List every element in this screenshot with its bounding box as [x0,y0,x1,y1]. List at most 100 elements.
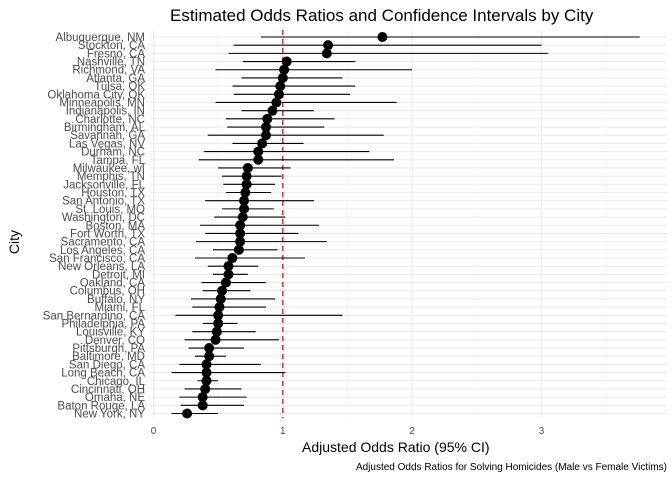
y-tick-label: Denver, CO [85,335,145,347]
data-point [321,48,332,59]
data-point [277,72,288,83]
y-tick-label: San Antonio, TX [62,196,145,208]
data-point [262,113,273,124]
y-tick-label: San Francisco, CA [49,253,145,265]
y-tick-label: Stockton, CA [78,40,145,52]
y-tick-label: Minneapolis, MN [59,97,145,109]
y-tick-label: Albuquerque, NM [56,32,146,44]
data-point [253,146,264,157]
data-point [213,318,224,329]
y-tick-label: Las Vegas, NV [69,138,145,150]
y-tick-label: Milwaukee, wI [73,163,145,175]
data-point [227,252,238,263]
data-point [217,285,228,296]
data-point [237,212,248,223]
data-points [182,32,388,419]
data-point [267,105,278,116]
data-point [220,277,231,288]
y-tick-label: Fresno, CA [87,48,145,60]
data-point [197,392,208,403]
y-tick-label: Birmingham, AL [64,122,146,134]
data-point [241,179,252,190]
chart-caption: Adjusted Odds Ratios for Solving Homicid… [356,462,667,473]
y-tick-label: Baltimore, MD [72,351,145,363]
y-tick-label: Columbus, OH [70,286,145,298]
y-tick-label: Atlanta, GA [86,73,145,85]
y-tick-label: Omaha, NE [85,392,145,404]
data-point [240,187,251,198]
y-tick-label: Oklahoma City, OK [47,89,145,101]
data-point [239,203,250,214]
data-point [223,269,234,280]
data-point [182,408,193,419]
data-point [235,236,246,247]
y-tick-label: Tampa, FL [91,155,146,167]
y-tick-label: San Bernardino, CA [43,310,146,322]
data-point [253,154,264,165]
y-tick-label: Nashville, TN [77,57,145,69]
data-point [279,64,290,75]
data-point [271,97,282,108]
y-tick-label: Long Beach, CA [61,368,145,380]
data-point [235,220,246,231]
y-tick-label: Pittsburgh, PA [72,343,145,355]
data-point [210,334,221,345]
y-tick-label: Richmond, VA [72,65,145,77]
data-point [242,162,253,173]
y-tick-label: Chicago, IL [87,376,146,388]
y-axis-title: City [6,230,22,254]
data-point [235,228,246,239]
data-point [241,171,252,182]
y-tick-label: Boston, MA [86,220,146,232]
chart-title: Estimated Odds Ratios and Confidence Int… [170,6,594,25]
data-point [377,32,388,42]
data-point [213,310,224,321]
data-point [204,343,215,354]
data-point [273,89,284,100]
data-point [261,130,272,141]
x-tick-labels: 0 1 2 3 [151,426,545,437]
data-point [201,375,212,386]
data-point [281,56,292,67]
y-tick-label: St. Louis, MO [75,204,145,216]
data-point [214,302,225,313]
x-tick-label: 1 [280,426,286,437]
data-point [197,400,208,411]
x-axis-title: Adjusted Odds Ratio (95% CI) [302,439,490,455]
data-point [200,383,211,394]
x-tick-label: 2 [409,426,415,437]
y-tick-label: Sacramento, CA [61,237,146,249]
data-point [239,195,250,206]
data-point [223,261,234,272]
y-tick-label: Detroit, MI [92,269,145,281]
data-point [275,81,286,92]
y-tick-label: Memphis, TN [77,171,145,183]
y-tick-label: Indianapolis, IN [66,106,145,118]
y-tick-label: Houston, TX [81,188,145,200]
data-point [201,359,212,370]
y-tick-label: Washington, DC [62,212,145,224]
y-tick-label: Miami, FL [95,302,146,314]
y-tick-label: Savannah, GA [70,130,145,142]
data-point [323,40,334,51]
y-tick-label: Los Angeles, CA [60,245,145,257]
y-tick-label: Cincinnati, OH [71,384,145,396]
y-tick-label: Durham, NC [81,147,145,159]
y-tick-label: Philadelphia, PA [61,318,145,330]
data-point [215,293,226,304]
data-point [204,351,215,362]
y-tick-label: Louisville, KY [76,327,145,339]
y-tick-label: Baton Rouge, LA [57,400,145,412]
data-point [257,138,268,149]
y-tick-label: Jacksonville, FL [63,179,145,191]
data-point [261,122,272,133]
x-tick-label: 0 [151,426,157,437]
data-point [211,326,222,337]
y-tick-label: Buffalo, NY [87,294,145,306]
y-tick-label: San Diego, CA [69,359,145,371]
y-tick-label: Charlotte, NC [75,114,145,126]
data-point [201,367,212,378]
y-tick-label: Fort Worth, TX [70,228,145,240]
